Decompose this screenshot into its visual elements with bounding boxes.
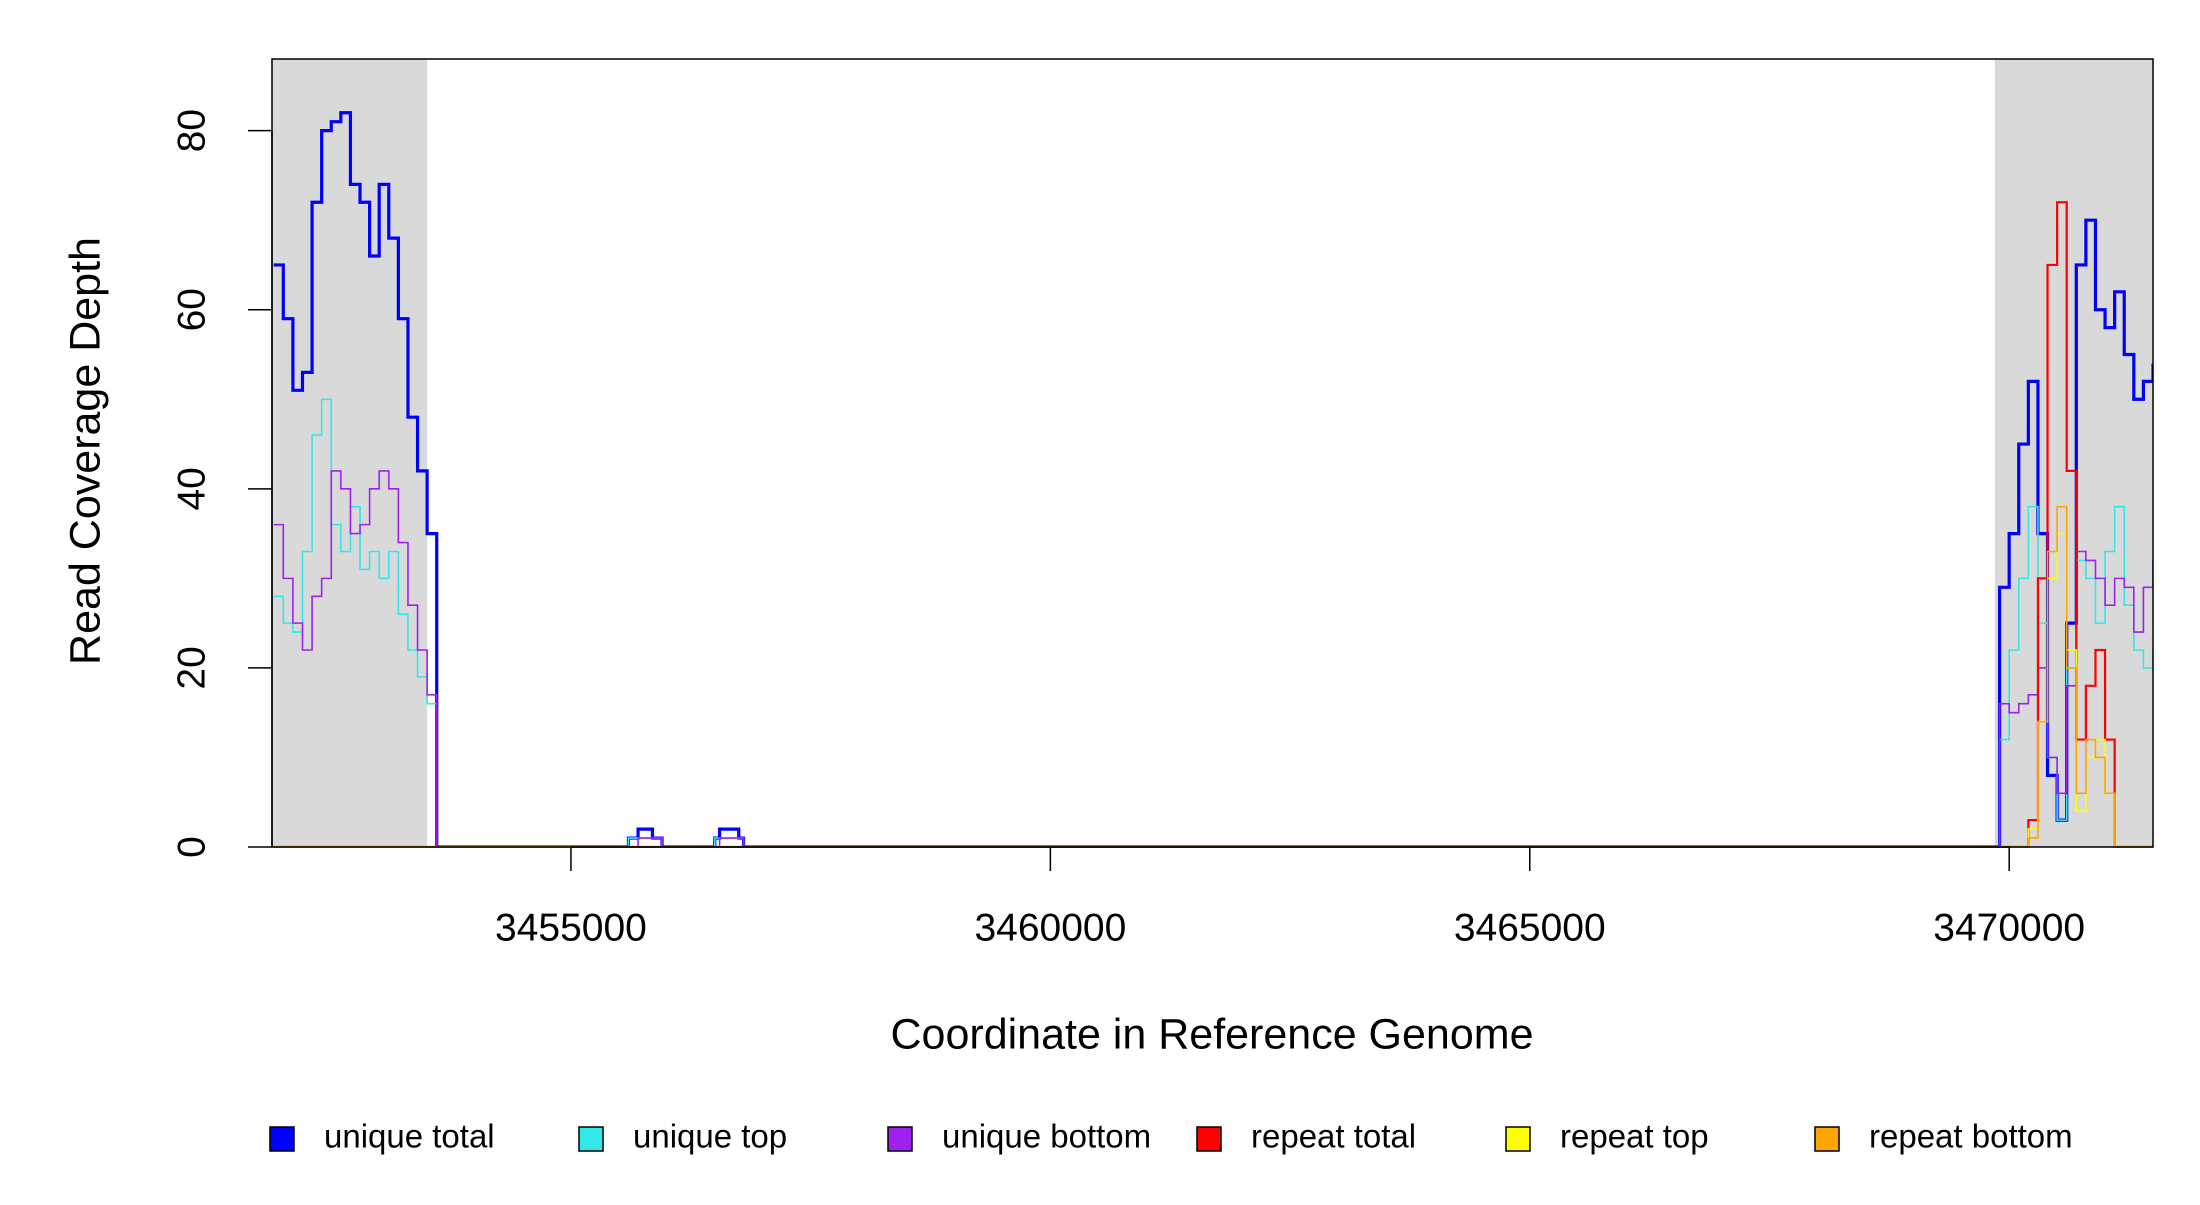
legend-swatch [1505,1126,1531,1152]
legend-label: unique top [633,1118,787,1155]
shaded-regions [272,59,2153,847]
y-tick-label: 60 [170,288,213,331]
legend-swatch [1196,1126,1222,1152]
legend-swatch [269,1126,295,1152]
y-tick-label: 0 [170,836,213,858]
x-axis-title: Coordinate in Reference Genome [891,1010,1534,1058]
legend-label: unique total [324,1118,495,1155]
shaded-region [272,59,428,847]
legend-label: repeat bottom [1869,1118,2073,1155]
axes: 0 20 40 60 80 3455000 3460000 3465000 3470000 [170,58,2154,949]
x-tick-label: 3460000 [974,906,1126,949]
legend-label: repeat top [1560,1118,1709,1155]
legend-label: unique bottom [942,1118,1151,1155]
y-tick-label: 40 [170,467,213,510]
legend-swatch [887,1126,913,1152]
y-tick-label: 20 [170,646,213,689]
x-tick-label: 3465000 [1454,906,1606,949]
plot-frame [271,58,2154,848]
legend-swatch [1814,1126,1840,1152]
legend: unique total unique top unique bottom repea… [269,1118,2073,1155]
x-tick-label: 3470000 [1933,906,2085,949]
series-line [273,111,2153,848]
legend-label: repeat total [1251,1118,1416,1155]
series-line [273,532,2153,848]
plot-lines [273,111,2153,848]
y-axis-title: Read Coverage Depth [61,237,109,665]
series-line [273,201,2153,848]
series-line [273,398,2153,848]
y-tick-label: 80 [170,109,213,152]
series-line [273,470,2153,848]
shaded-region [1994,59,2153,847]
series-line [273,505,2153,848]
x-tick-label: 3455000 [495,906,647,949]
legend-swatch [578,1126,604,1152]
